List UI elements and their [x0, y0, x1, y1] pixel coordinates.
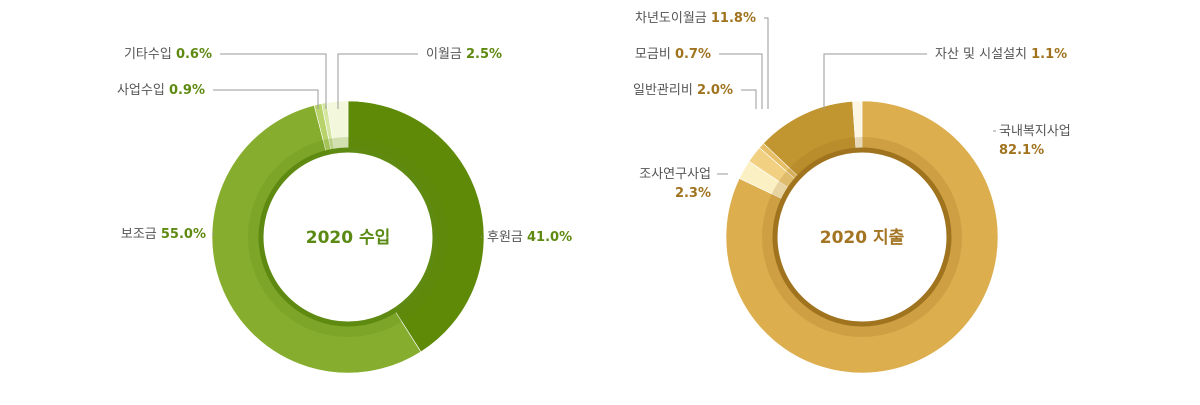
- slice-label: 일반관리비 2.0%: [633, 83, 733, 98]
- slice-value: 55.0%: [161, 227, 206, 242]
- slice-label: 모금비 0.7%: [635, 47, 711, 62]
- slice-value: 82.1%: [999, 143, 1044, 158]
- slice-label: 사업수입 0.9%: [117, 83, 205, 98]
- slice-label: 조사연구사업: [639, 167, 711, 182]
- leader-line: [337, 53, 418, 109]
- chart-title: 2020 지출: [820, 228, 905, 248]
- leader-line: [220, 53, 327, 109]
- chart-title: 2020 수입: [306, 228, 391, 248]
- slice-label: 이월금 2.5%: [426, 47, 502, 62]
- slice-label: 자산 및 시설설치 1.1%: [935, 47, 1067, 62]
- inner-ring: [772, 147, 952, 327]
- leader-line: [719, 53, 763, 109]
- slice-value: 11.8%: [711, 11, 756, 26]
- slice-value: 0.6%: [176, 47, 212, 62]
- leader-line: [823, 53, 927, 109]
- slice-label: 차년도이월금 11.8%: [635, 11, 756, 26]
- donut-chart-1: 2020 수입 후원금 41.0% 보조금 55.0% 사업수입 0.9% 기타수입 0…: [117, 47, 572, 374]
- inner-shadow-ring: [248, 137, 448, 337]
- donut-chart-2: 2020 지출 국내복지사업 82.1% 조사연구사업 2.3% 일반관리비 2.0% 모금…: [633, 11, 1071, 374]
- slice-value: 41.0%: [527, 230, 572, 245]
- inner-shadow-ring: [762, 137, 962, 337]
- slice-label: 국내복지사업: [999, 124, 1071, 139]
- slice-label: 보조금 55.0%: [121, 227, 206, 242]
- slice-label: 후원금 41.0%: [487, 230, 572, 245]
- slice-value: 2.3%: [675, 186, 711, 201]
- slice-value: 2.0%: [697, 83, 733, 98]
- slice-value: 0.7%: [675, 47, 711, 62]
- leader-line: [741, 89, 757, 109]
- inner-ring: [258, 147, 438, 327]
- leader-line: [213, 89, 319, 109]
- slice-value: 0.9%: [169, 83, 205, 98]
- slice-value: 1.1%: [1031, 47, 1067, 62]
- slice-value: 2.5%: [466, 47, 502, 62]
- leader-line: [764, 17, 769, 109]
- slice-label: 기타수입 0.6%: [124, 47, 212, 62]
